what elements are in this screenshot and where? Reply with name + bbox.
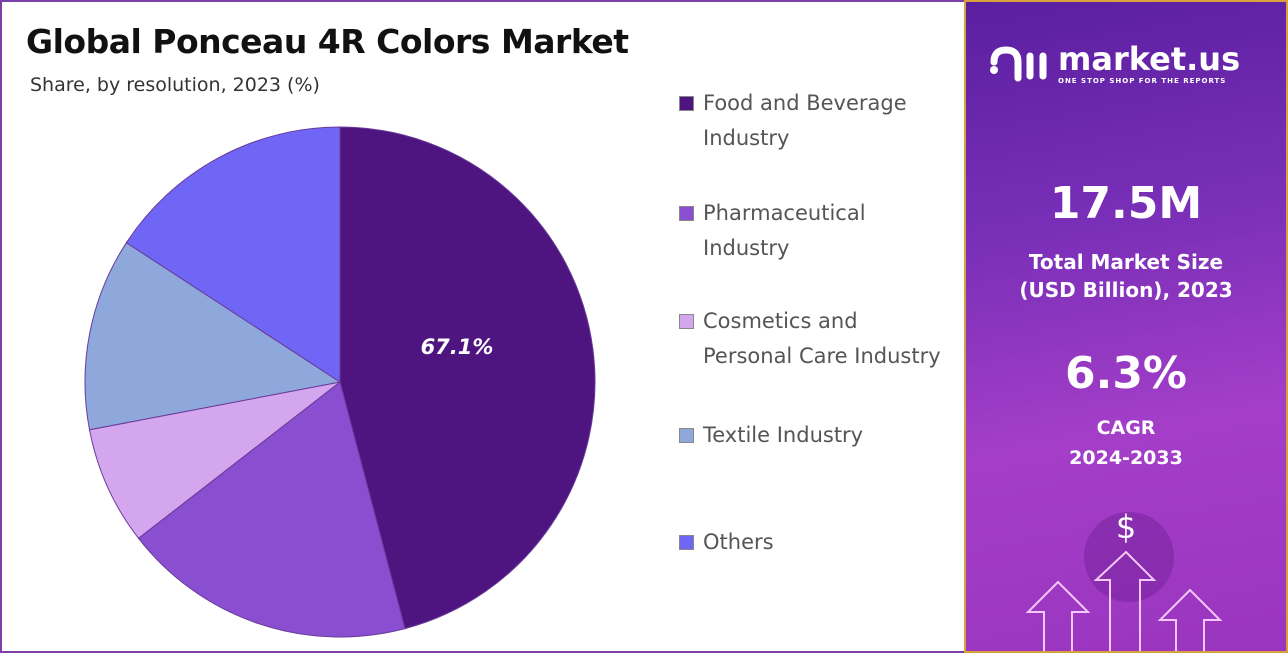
pie-slice-pharmaceutical [137, 381, 406, 638]
pie-slice-others [125, 126, 341, 383]
legend-swatch [679, 96, 694, 111]
pie-chart: 67.1% [84, 126, 596, 638]
pie-slice-textile [84, 241, 342, 431]
legend-swatch [679, 314, 694, 329]
cagr-period: 2024-2033 [1069, 447, 1183, 469]
pie-slice-food [339, 126, 596, 630]
brand-name: market.us [1058, 40, 1241, 78]
up-arrows-icon [1025, 550, 1223, 651]
legend-swatch [679, 428, 694, 443]
cagr-value: 6.3% [1064, 348, 1188, 399]
brand-tagline: ONE STOP SHOP FOR THE REPORTS [1058, 77, 1227, 85]
legend-swatch [679, 206, 694, 221]
data-label-food: 67.1% [421, 335, 494, 359]
dollar-icon: $ [1115, 508, 1137, 546]
chart-subtitle: Share, by resolution, 2023 (%) [30, 74, 320, 96]
legend-item-others: Others [679, 525, 949, 560]
legend-item-food: Food and Beverage Industry [679, 86, 949, 156]
cagr-label: CAGR [1096, 417, 1156, 439]
legend-item-cosmetics: Cosmetics and Personal Care Industry [679, 304, 949, 374]
summary-panel: market.us ONE STOP SHOP FOR THE REPORTS … [964, 0, 1288, 653]
legend-item-textile: Textile Industry [679, 418, 949, 453]
legend-swatch [679, 535, 694, 550]
brand-logo: market.us ONE STOP SHOP FOR THE REPORTS [988, 42, 1240, 86]
coin-decoration [1084, 512, 1174, 602]
market-size-label: Total Market Size (USD Billion), 2023 [1019, 250, 1233, 302]
chart-panel: Global Ponceau 4R Colors Market Share, b… [0, 0, 966, 653]
logo-icon [990, 46, 1047, 82]
chart-title: Global Ponceau 4R Colors Market [26, 22, 629, 61]
legend-item-pharmaceutical: Pharmaceutical Industry [679, 196, 949, 266]
market-size-value: 17.5M [1049, 178, 1203, 229]
pie-slice-cosmetics [88, 381, 341, 539]
